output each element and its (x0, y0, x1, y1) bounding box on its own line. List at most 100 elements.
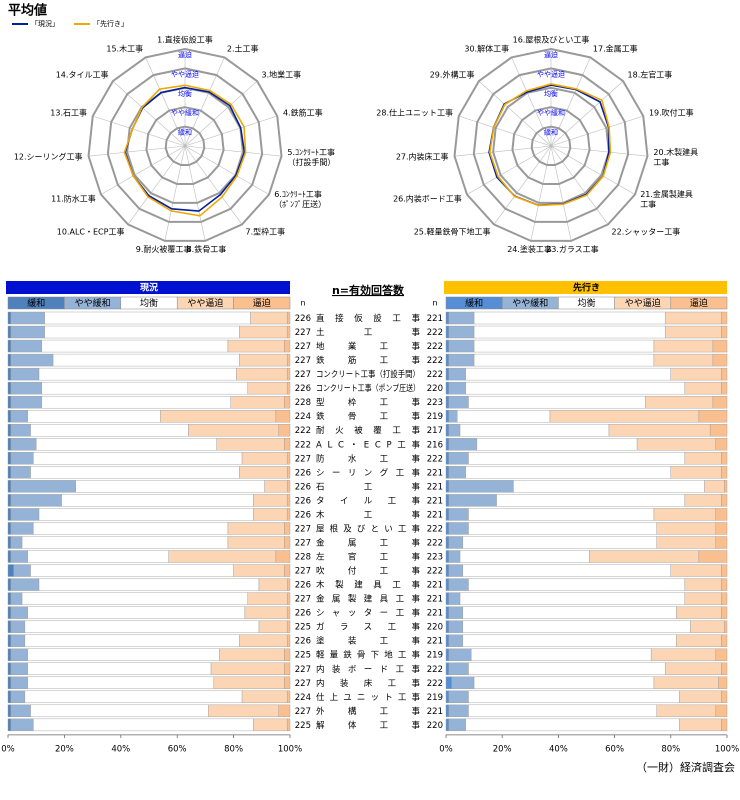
bar-segment (721, 718, 728, 732)
bar-segment (448, 508, 469, 521)
axis-label: 11.防水工事 (51, 194, 96, 204)
n-value: 221 (427, 482, 443, 492)
n-value: 222 (427, 665, 443, 675)
bar-segment (253, 508, 288, 521)
bar-segment (448, 466, 466, 479)
bar-segment (21, 592, 248, 605)
bar-segment (41, 395, 231, 409)
bar-segment (275, 550, 291, 563)
ring-label: やや逼迫 (537, 69, 565, 78)
bar-segment (36, 438, 217, 451)
bar-segment (230, 395, 285, 409)
bar-segment (239, 325, 288, 339)
n-value: 227 (295, 342, 311, 352)
spoke (550, 145, 648, 157)
bar-segment (468, 578, 686, 591)
bar-segment (30, 564, 234, 577)
n-value: 216 (427, 440, 443, 450)
legend-label: 逼迫 (690, 297, 708, 309)
n-value: 227 (295, 356, 311, 366)
spoke (454, 145, 552, 157)
category-label: 外構工事 (316, 706, 420, 717)
bar-segment (679, 690, 722, 704)
bar-segment (7, 620, 12, 633)
bar-segment (645, 395, 714, 409)
n-value: 227 (295, 328, 311, 338)
spoke (164, 145, 186, 241)
bar-segment (445, 452, 450, 465)
bar-segment (239, 466, 288, 479)
ring (530, 125, 572, 166)
bar-segment (27, 410, 161, 423)
bar-segment (239, 353, 288, 367)
axis-label: 21.金属製建具工事 (640, 189, 693, 209)
bar-segment (636, 438, 716, 451)
bar-segment (445, 578, 450, 591)
bar-segment (7, 592, 12, 605)
bar-segment (258, 620, 288, 633)
bar-segment (462, 606, 677, 619)
ring-label: 逼迫 (544, 50, 558, 59)
bar-segment (445, 325, 450, 339)
bar-segment (656, 536, 716, 549)
n-value: 223 (427, 398, 443, 408)
axis-label: 3.地業工事 (262, 70, 302, 80)
bar-segment (286, 634, 291, 647)
bar-segment (445, 704, 450, 718)
spoke (550, 80, 624, 147)
bar-segment (253, 718, 288, 732)
bar-segment (21, 536, 229, 549)
bar-segment (284, 339, 291, 353)
bar-segment (721, 690, 728, 704)
axis-label: 22.シャッター工事 (612, 226, 681, 236)
n-value: 227 (295, 595, 311, 605)
bar-segment (465, 466, 672, 479)
panel-header (444, 281, 727, 294)
bar-segment (10, 311, 45, 325)
bar-segment (7, 395, 12, 409)
bar-segment (7, 676, 12, 689)
n-value: 228 (295, 398, 311, 408)
bar-segment (448, 620, 464, 633)
bar-segment (284, 564, 291, 577)
bar-segment (462, 564, 671, 577)
legend-label: 均衡 (140, 297, 158, 309)
bar-segment (589, 550, 700, 563)
bar-segment (445, 662, 450, 675)
bar-segment (244, 606, 288, 619)
n-value: 222 (427, 538, 443, 548)
category-label: 鉄筋工事 (316, 355, 420, 366)
bar-segment (10, 466, 31, 479)
bar-segment (448, 410, 458, 423)
x-tick-label: 80% (224, 744, 243, 754)
bar-segment (284, 648, 291, 661)
spoke (88, 145, 186, 157)
spoke (550, 145, 609, 225)
bar-segment (721, 606, 728, 619)
n-value: 224 (295, 412, 311, 422)
bar-segment (448, 325, 475, 339)
bar-segment (10, 395, 43, 409)
bar-segment (468, 508, 655, 521)
spoke (184, 115, 278, 147)
bar-segment (264, 480, 288, 493)
bar-segment (468, 395, 646, 409)
category-label: 金属製建具工事 (316, 594, 420, 605)
axis-label: 18.左官工事 (628, 70, 673, 80)
n-value: 227 (295, 679, 311, 689)
spoke (466, 145, 552, 195)
bar-segment (459, 424, 610, 437)
bar-segment (10, 606, 28, 619)
category-label: 木工事 (316, 509, 420, 520)
n-value: 226 (295, 496, 311, 506)
n-value: 222 (427, 454, 443, 464)
n-value: 221 (427, 595, 443, 605)
legend-cell (670, 296, 728, 310)
bar-segment (448, 704, 469, 718)
bar-segment (7, 466, 12, 479)
spoke (184, 145, 206, 241)
bar-segment (448, 339, 475, 353)
axis-label: 20.木製建具工事 (653, 147, 698, 167)
bar-segment (33, 522, 229, 535)
x-tick-label: 60% (605, 744, 624, 754)
